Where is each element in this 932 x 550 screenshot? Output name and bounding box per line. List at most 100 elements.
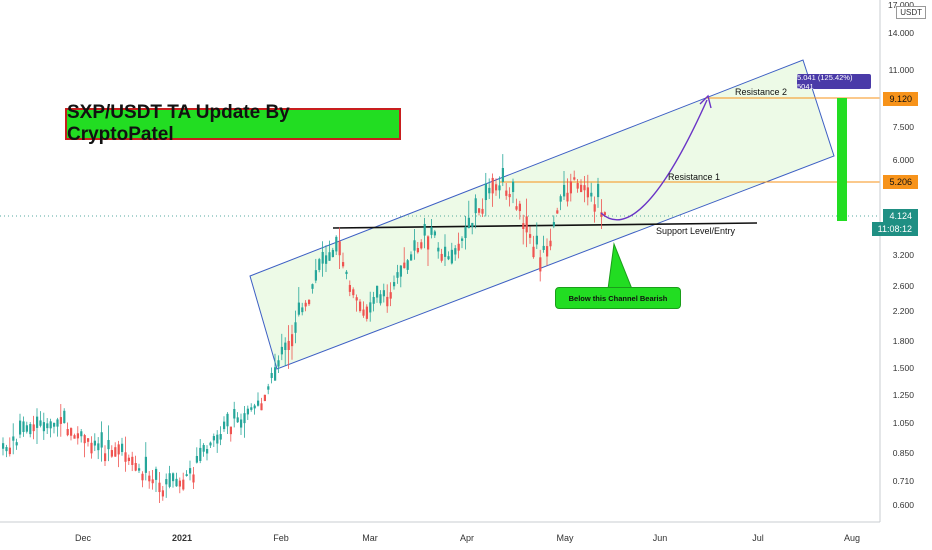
candle <box>580 179 583 193</box>
candle <box>151 469 154 490</box>
candle <box>481 198 484 217</box>
projection-arrow <box>600 99 708 221</box>
candle <box>474 194 477 229</box>
candle <box>175 472 178 487</box>
candle <box>158 471 161 504</box>
candle <box>46 418 49 435</box>
resistance-2-price-tag: 9.120 <box>883 92 918 106</box>
candle <box>15 438 18 450</box>
candle <box>569 173 572 202</box>
candle <box>226 412 229 434</box>
y-tick-label: 1.050 <box>893 418 915 428</box>
candle <box>546 238 549 266</box>
candle <box>467 200 470 229</box>
candle <box>382 283 385 303</box>
candle <box>440 248 443 263</box>
candle <box>114 442 117 457</box>
candle <box>270 367 273 384</box>
candle <box>274 353 277 381</box>
x-tick-label: May <box>556 533 574 543</box>
candle <box>505 182 508 200</box>
y-tick-label: 6.000 <box>893 155 915 165</box>
candle <box>189 460 192 481</box>
candle <box>403 247 406 269</box>
currency-unit-badge[interactable]: USDT <box>896 6 926 19</box>
x-tick-label: Feb <box>273 533 289 543</box>
candle <box>410 251 413 261</box>
y-tick-label: 0.850 <box>893 448 915 458</box>
x-tick-label: Apr <box>460 533 474 543</box>
candle <box>148 471 151 489</box>
candle <box>454 245 457 261</box>
candle <box>355 294 358 312</box>
candle <box>345 270 348 280</box>
candle <box>325 245 328 272</box>
candle <box>243 406 246 438</box>
y-tick-label: 1.250 <box>893 390 915 400</box>
candle <box>260 397 263 411</box>
candle <box>32 415 35 440</box>
candle <box>39 411 42 428</box>
candle <box>369 291 372 322</box>
candle <box>348 280 351 297</box>
candle <box>328 240 331 261</box>
x-tick-label: Dec <box>75 533 92 543</box>
candle <box>223 416 226 432</box>
candle <box>195 447 198 464</box>
candle <box>508 187 511 207</box>
candle <box>471 222 474 235</box>
y-tick-label: 11.000 <box>889 65 915 75</box>
candle <box>396 264 399 284</box>
candle <box>155 466 158 492</box>
candle <box>314 258 317 284</box>
candle <box>573 170 576 181</box>
candle <box>250 403 253 412</box>
candle <box>359 299 362 313</box>
candle <box>539 249 542 282</box>
candle <box>277 355 280 373</box>
candle <box>66 422 69 437</box>
projection-arrowhead <box>699 94 712 109</box>
resistance-1-price-tag: 5.206 <box>883 175 918 189</box>
candle <box>576 179 579 193</box>
candle <box>212 433 215 447</box>
candle <box>413 228 416 260</box>
candle <box>284 337 287 366</box>
candle <box>372 291 375 312</box>
candle <box>63 408 66 424</box>
candle <box>233 401 236 428</box>
candle <box>117 440 120 468</box>
candle <box>49 418 52 438</box>
candle <box>427 235 430 267</box>
candle <box>478 208 481 216</box>
y-tick-label: 1.800 <box>893 336 915 346</box>
countdown-tag: 11:08:12 <box>871 222 918 236</box>
y-tick-label: 17.000 <box>888 0 914 10</box>
y-tick-label: 0.710 <box>893 476 915 486</box>
candle <box>304 300 307 312</box>
candle <box>199 439 202 464</box>
candle <box>263 394 266 402</box>
candle <box>138 463 141 473</box>
candle <box>216 430 219 453</box>
candle <box>97 437 100 460</box>
candle <box>335 235 338 256</box>
candle <box>202 443 205 457</box>
candle <box>563 170 566 201</box>
candle <box>19 413 22 439</box>
candle <box>518 200 521 220</box>
candle <box>433 229 436 239</box>
y-tick-label: 1.500 <box>893 363 915 373</box>
candle <box>83 433 86 458</box>
candle <box>450 242 453 265</box>
candle <box>362 301 365 318</box>
candle <box>501 154 504 187</box>
x-tick-label: Mar <box>362 533 378 543</box>
y-tick-label: 0.600 <box>893 500 915 510</box>
resistance-1-label: Resistance 1 <box>668 172 721 182</box>
candle <box>70 427 73 441</box>
candle <box>525 198 528 248</box>
candle <box>376 285 379 303</box>
candle <box>461 236 464 249</box>
